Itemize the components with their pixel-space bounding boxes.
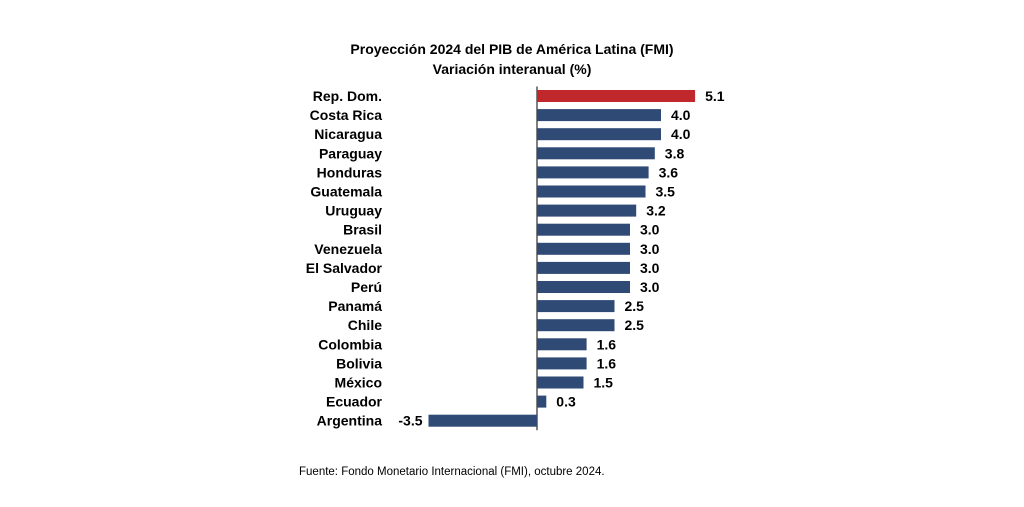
bar — [537, 128, 661, 141]
bar — [537, 109, 661, 122]
bar — [537, 242, 630, 255]
category-label: Brasil — [343, 222, 382, 238]
category-label: Chile — [348, 317, 382, 333]
source-note: Fuente: Fondo Monetario Internacional (F… — [299, 466, 605, 478]
bar — [537, 319, 615, 332]
category-label: Colombia — [318, 336, 382, 352]
category-label: El Salvador — [306, 260, 383, 276]
category-label: Venezuela — [314, 241, 382, 257]
bar — [428, 414, 537, 427]
category-label: Rep. Dom. — [313, 88, 382, 104]
value-label: 3.8 — [665, 145, 685, 161]
category-label: Costa Rica — [310, 107, 383, 123]
value-label: 1.5 — [594, 375, 614, 391]
bar — [537, 300, 615, 313]
category-label: México — [335, 375, 382, 391]
category-label: Uruguay — [325, 203, 382, 219]
value-label: 5.1 — [705, 88, 725, 104]
bar — [537, 338, 587, 351]
category-label: Bolivia — [336, 355, 382, 371]
bar — [537, 90, 696, 102]
value-label: 3.0 — [640, 279, 660, 295]
bar — [537, 166, 649, 179]
bar — [537, 147, 655, 160]
value-label: 4.0 — [671, 107, 691, 123]
value-label: 3.0 — [640, 241, 660, 257]
category-label: Argentina — [317, 413, 383, 429]
bar — [537, 281, 630, 293]
chart-title: Proyección 2024 del PIB de América Latin… — [350, 41, 674, 57]
category-label: Nicaragua — [314, 126, 382, 142]
value-label: 1.6 — [597, 336, 617, 352]
bar — [537, 223, 630, 236]
bar — [537, 376, 584, 389]
category-label: Ecuador — [326, 394, 383, 410]
bar — [537, 204, 637, 217]
category-label: Honduras — [317, 164, 383, 180]
bar — [537, 185, 646, 198]
chart-subtitle: Variación interanual (%) — [432, 61, 592, 77]
category-label: Guatemala — [310, 184, 382, 200]
category-label: Perú — [351, 279, 382, 295]
bar — [537, 357, 587, 370]
value-label: -3.5 — [398, 413, 422, 429]
value-label: 1.6 — [597, 355, 617, 371]
bar — [537, 395, 547, 408]
value-label: 3.0 — [640, 260, 660, 276]
bar — [537, 261, 630, 274]
value-label: 2.5 — [625, 317, 645, 333]
value-label: 3.0 — [640, 222, 660, 238]
value-label: 2.5 — [625, 298, 645, 314]
category-label: Panamá — [328, 298, 382, 314]
value-label: 3.2 — [646, 203, 666, 219]
value-label: 0.3 — [556, 394, 576, 410]
value-label: 4.0 — [671, 126, 691, 142]
value-label: 3.6 — [659, 164, 679, 180]
category-label: Paraguay — [319, 145, 382, 161]
value-label: 3.5 — [656, 184, 676, 200]
